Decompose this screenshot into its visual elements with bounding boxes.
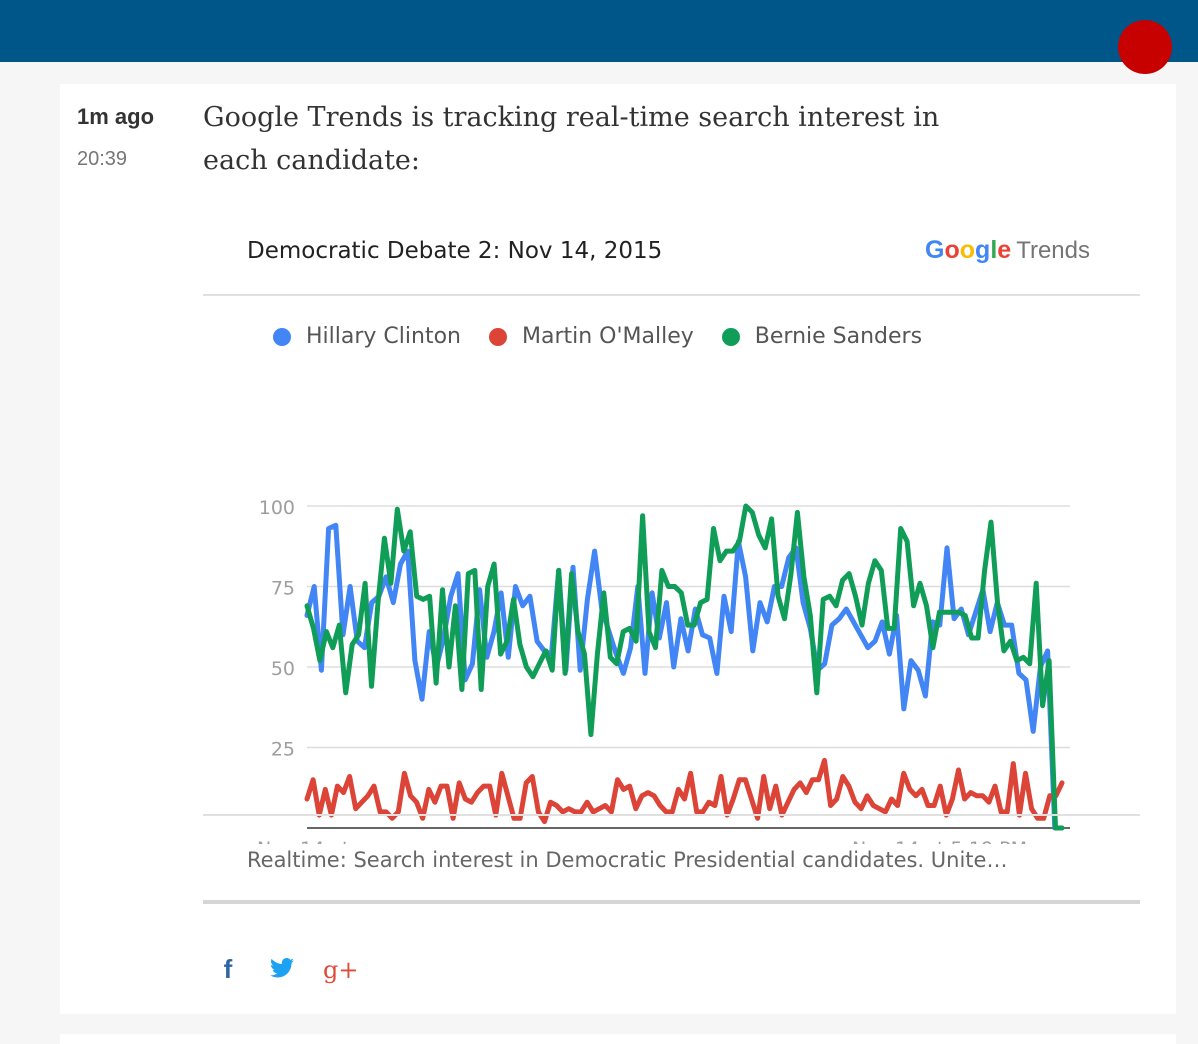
legend-label-sanders: Bernie Sanders [754, 324, 923, 349]
embed-top-divider [203, 294, 1140, 296]
twitter-share-button[interactable] [269, 954, 295, 985]
x-tick-label-end: Nov 14 at 5:19 PM [852, 838, 1027, 844]
y-tick-label: 25 [271, 739, 295, 761]
notification-dot[interactable] [1118, 20, 1172, 74]
legend-item-clinton[interactable]: Hillary Clinton [273, 324, 461, 349]
google-trends-embed: Democratic Debate 2: Nov 14, 2015 Google… [203, 204, 1140, 906]
trend-line-chart[interactable]: 100 75 50 25 Nov 14 at… Nov 14 at 5:19 PM [203, 204, 1140, 844]
embed-bottom-divider [203, 814, 1140, 816]
series-line-hillary-clinton[interactable] [304, 522, 1065, 831]
entry-headline: Google Trends is tracking real-time sear… [203, 102, 940, 176]
y-tick-label: 100 [259, 497, 295, 519]
x-tick-label-start: Nov 14 at… [257, 838, 368, 844]
twitter-icon [270, 958, 294, 978]
legend-item-omalley[interactable]: Martin O'Malley [488, 324, 694, 349]
live-blog-entry: 1m ago 20:39 Google Trends is tracking r… [60, 84, 1176, 1014]
chart-title: Democratic Debate 2: Nov 14, 2015 [247, 238, 663, 264]
y-tick-label: 50 [271, 658, 295, 680]
embed-bottom-border [203, 900, 1140, 904]
google-logo-text: Google [925, 236, 1012, 264]
legend-dot-sanders [721, 327, 740, 346]
google-trends-logo[interactable]: Google Trends [925, 236, 1090, 265]
entry-timestamp[interactable]: 20:39 [77, 148, 128, 170]
chart-legend: Hillary Clinton Martin O'Malley Bernie S… [273, 324, 922, 349]
trends-logo-text: Trends [1016, 237, 1090, 264]
series-line-bernie-sanders[interactable] [304, 503, 1065, 831]
y-tick-label: 75 [271, 578, 295, 600]
legend-item-sanders[interactable]: Bernie Sanders [721, 324, 923, 349]
legend-label-clinton: Hillary Clinton [306, 324, 461, 349]
legend-dot-clinton [273, 327, 291, 346]
share-bar: f g+ [215, 954, 359, 985]
series-line-martin-o-malley[interactable] [304, 757, 1065, 825]
site-header-bar [0, 0, 1198, 62]
next-entry-card [60, 1034, 1176, 1044]
chart-caption: Realtime: Search interest in Democratic … [247, 848, 1008, 872]
facebook-share-button[interactable]: f [223, 954, 233, 984]
entry-time-ago: 1m ago [77, 104, 155, 129]
legend-dot-omalley [488, 327, 507, 346]
gplus-share-button[interactable]: g+ [323, 955, 359, 984]
legend-label-omalley: Martin O'Malley [521, 324, 694, 349]
